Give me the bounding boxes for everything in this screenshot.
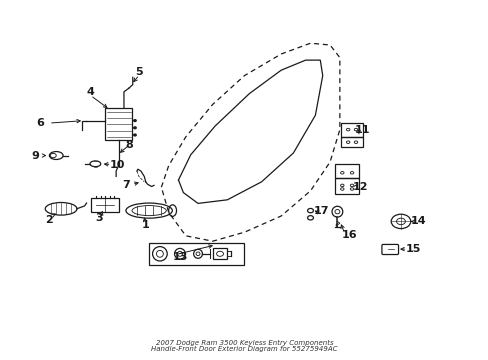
Text: 9: 9 (31, 150, 39, 161)
Text: 1: 1 (141, 220, 149, 230)
Text: 14: 14 (409, 216, 425, 226)
Text: 8: 8 (125, 140, 133, 150)
Bar (105, 108, 132, 140)
Text: 3: 3 (95, 213, 102, 223)
Text: Handle-Front Door Exterior Diagram for 55275949AC: Handle-Front Door Exterior Diagram for 5… (151, 346, 337, 352)
Ellipse shape (134, 120, 136, 122)
Text: 15: 15 (405, 244, 420, 254)
Text: 5: 5 (135, 67, 143, 77)
Bar (91, 198, 119, 212)
Text: 7: 7 (122, 180, 130, 190)
Bar (334, 164, 359, 178)
Text: 17: 17 (313, 206, 329, 216)
Bar (341, 137, 362, 147)
Text: 4: 4 (86, 87, 94, 97)
Text: 2: 2 (45, 215, 53, 225)
Text: 2007 Dodge Ram 3500 Keyless Entry Components: 2007 Dodge Ram 3500 Keyless Entry Compon… (155, 339, 333, 346)
Bar (149, 243, 244, 265)
Bar (334, 178, 359, 194)
Text: 6: 6 (36, 118, 44, 128)
Ellipse shape (134, 134, 136, 136)
Text: 11: 11 (354, 125, 370, 135)
Bar (341, 123, 362, 137)
Text: 12: 12 (352, 182, 368, 192)
Text: 16: 16 (341, 230, 357, 240)
Text: 10: 10 (109, 159, 125, 170)
Text: 13: 13 (172, 252, 187, 262)
Bar (212, 248, 227, 259)
Ellipse shape (134, 127, 136, 129)
